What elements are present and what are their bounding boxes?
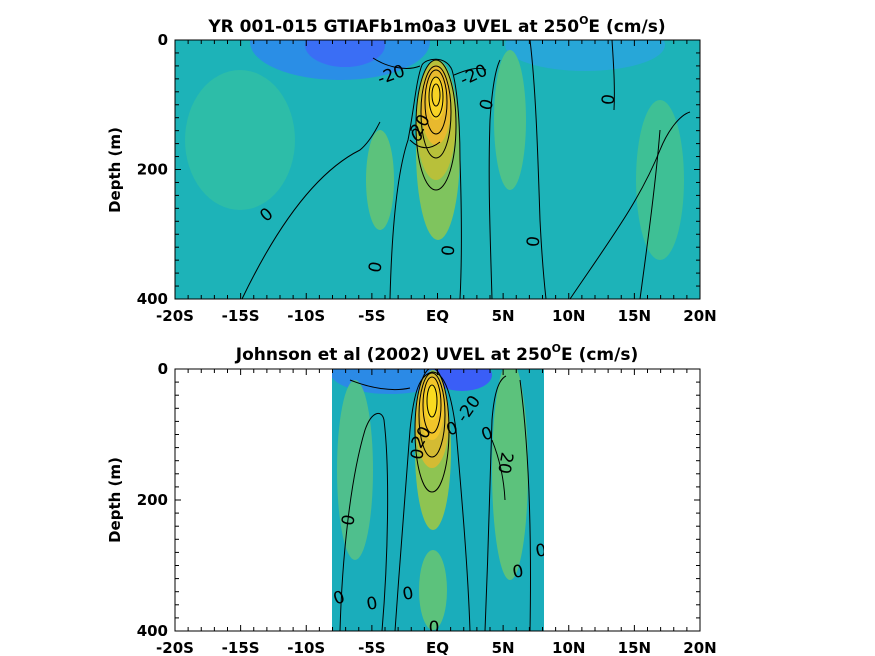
contour-label: 0 — [338, 513, 360, 527]
contour-label: 0 — [511, 561, 525, 583]
contour-line-20 — [414, 369, 450, 493]
x-tick-label: EQ — [426, 307, 449, 325]
x-tick-label: 10N — [552, 639, 585, 656]
x-tick-label: -5S — [358, 639, 385, 656]
contour-line-zero — [389, 58, 462, 299]
contour-line-zero — [488, 59, 501, 299]
contour-line-zero — [569, 111, 691, 299]
westward-flow-patch — [432, 369, 492, 391]
y-axis-label: Depth (m) — [106, 457, 124, 543]
y-tick-label: 400 — [137, 622, 168, 640]
contour-label: 0 — [407, 447, 429, 461]
contour-line-zero — [639, 129, 661, 299]
contour-line-neg20 — [372, 57, 421, 69]
y-axis: 0 200 400 — [137, 31, 168, 308]
x-tick-label: -10S — [287, 639, 325, 656]
y-tick-label: 200 — [137, 491, 168, 509]
x-tick-label: 15N — [618, 639, 651, 656]
x-axis: -20S -15S -10S -5S EQ 5N 10N 15N 20N — [156, 639, 717, 656]
contour-label: 0 — [401, 583, 415, 605]
x-tick-label: 20N — [683, 307, 716, 325]
contour-line-zero — [409, 139, 441, 149]
velocity-field: -20 -20 20 0 0 0 0 0 0 0 — [175, 40, 700, 299]
x-tick-label: 5N — [492, 307, 515, 325]
contour-label: 0 — [429, 618, 440, 638]
contour-line-zero — [484, 375, 507, 631]
contour-line-zero — [339, 412, 389, 631]
contour-line-neg20 — [453, 67, 487, 76]
y-tick-label: 0 — [158, 31, 168, 49]
field-patch — [366, 130, 394, 230]
tick-marks — [174, 39, 701, 300]
x-tick-label: -10S — [287, 307, 325, 325]
x-tick-label: EQ — [426, 639, 449, 656]
contour-line-zero — [529, 40, 547, 299]
contour-lines — [241, 40, 691, 299]
contour-line-zero — [394, 371, 471, 631]
velocity-field: -20 20 20 0 0 0 0 0 0 0 0 0 0 — [332, 369, 548, 638]
panel-observations: Johnson et al (2002) UVEL at 250OE (cm/s… — [106, 342, 717, 656]
contour-line-100 — [431, 83, 441, 107]
field-patch — [494, 50, 526, 190]
contour-label: 0 — [365, 260, 387, 274]
x-tick-label: -5S — [358, 307, 385, 325]
field-patch — [492, 369, 528, 580]
westward-flow-patch — [505, 40, 665, 71]
contour-line-60 — [424, 69, 448, 135]
x-tick-label: 15N — [618, 307, 651, 325]
field-patch — [185, 70, 295, 210]
x-tick-label: -20S — [156, 307, 194, 325]
x-tick-label: 20N — [683, 639, 716, 656]
x-tick-label: 5N — [492, 639, 515, 656]
contour-label: 0 — [534, 540, 548, 562]
field-patch — [419, 550, 447, 630]
eastward-core-max — [427, 76, 445, 120]
x-axis: -20S -15S -10S -5S EQ 5N 10N 15N 20N — [156, 307, 717, 325]
x-tick-label: 10N — [552, 307, 585, 325]
tick-marks — [174, 368, 701, 632]
contour-label: 0 — [439, 244, 460, 257]
contour-label: 0 — [524, 235, 545, 248]
y-tick-label: 400 — [137, 290, 168, 308]
contour-label: 0 — [599, 93, 620, 106]
panel-title: Johnson et al (2002) UVEL at 250OE (cm/s… — [235, 342, 638, 365]
x-tick-label: -20S — [156, 639, 194, 656]
contour-line-zero — [241, 121, 381, 299]
contour-line-60 — [422, 376, 442, 434]
contour-label: 0 — [476, 97, 498, 113]
contour-line-80 — [426, 384, 438, 418]
field-patch — [636, 100, 684, 260]
contour-line-neg20 — [349, 379, 411, 391]
y-tick-label: 200 — [137, 161, 168, 179]
x-tick-label: -15S — [222, 639, 260, 656]
contour-line-zero — [519, 379, 532, 631]
contour-line-80 — [428, 76, 444, 118]
y-axis: 0 200 400 — [137, 360, 168, 640]
contour-label: 0 — [365, 593, 379, 615]
y-tick-label: 0 — [158, 360, 168, 378]
contour-line-20 — [415, 59, 457, 191]
panel-model: YR 001-015 GTIAFb1m0a3 UVEL at 250OE (cm… — [106, 14, 717, 325]
contour-line-40 — [420, 65, 452, 159]
contour-line-40 — [418, 372, 446, 458]
panel-title: YR 001-015 GTIAFb1m0a3 UVEL at 250OE (cm… — [207, 14, 665, 37]
contour-lines — [339, 369, 532, 631]
x-tick-label: -15S — [222, 307, 260, 325]
contour-line-20 — [491, 439, 506, 501]
y-axis-label: Depth (m) — [106, 127, 124, 213]
contour-label: 20 — [493, 450, 516, 475]
westward-flow-patch — [305, 40, 385, 67]
contour-line-zero — [611, 40, 615, 111]
